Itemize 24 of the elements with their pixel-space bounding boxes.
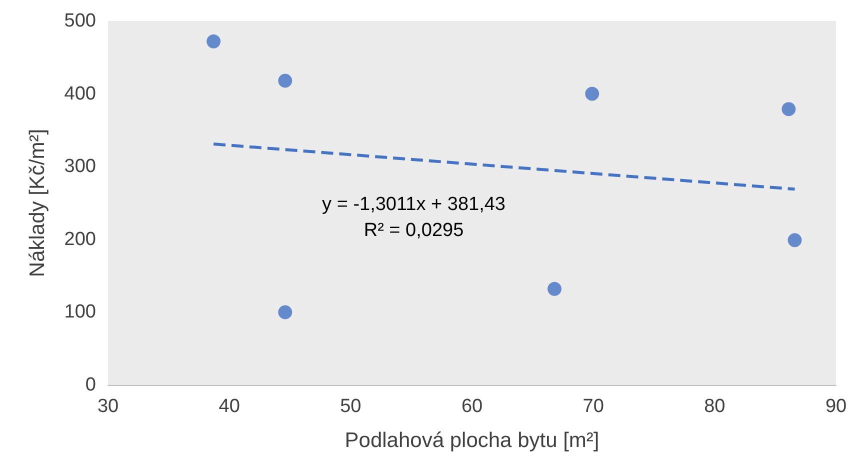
- point: [278, 305, 292, 320]
- y-tick-label: 0: [85, 374, 96, 396]
- y-tick-label: 200: [64, 228, 96, 250]
- annotation: R² = 0,0295: [364, 220, 464, 241]
- y-axis-title: Náklady [Kč/m²]: [26, 128, 49, 278]
- x-axis-title: Podlahová plocha bytu [m²]: [344, 429, 600, 452]
- point: [548, 282, 562, 296]
- x-tick-label: 40: [218, 396, 240, 417]
- point: [206, 34, 221, 48]
- point: [782, 102, 796, 116]
- x-tick-label: 30: [97, 396, 119, 417]
- y-tick-label: 300: [64, 156, 96, 178]
- point: [585, 86, 600, 101]
- y-tick-label: 500: [64, 10, 96, 32]
- x-tick-label: 50: [340, 396, 362, 417]
- point: [788, 233, 802, 248]
- x-tick-label: 90: [825, 396, 847, 417]
- x-tick-label: 60: [461, 396, 483, 417]
- x-tick-label: 70: [582, 396, 604, 417]
- point: [278, 74, 292, 88]
- y-tick-label: 100: [64, 302, 96, 323]
- annotation: y = -1,3011x + 381,43: [322, 194, 506, 215]
- y-tick-label: 400: [64, 83, 96, 104]
- x-tick-label: 80: [704, 396, 726, 417]
